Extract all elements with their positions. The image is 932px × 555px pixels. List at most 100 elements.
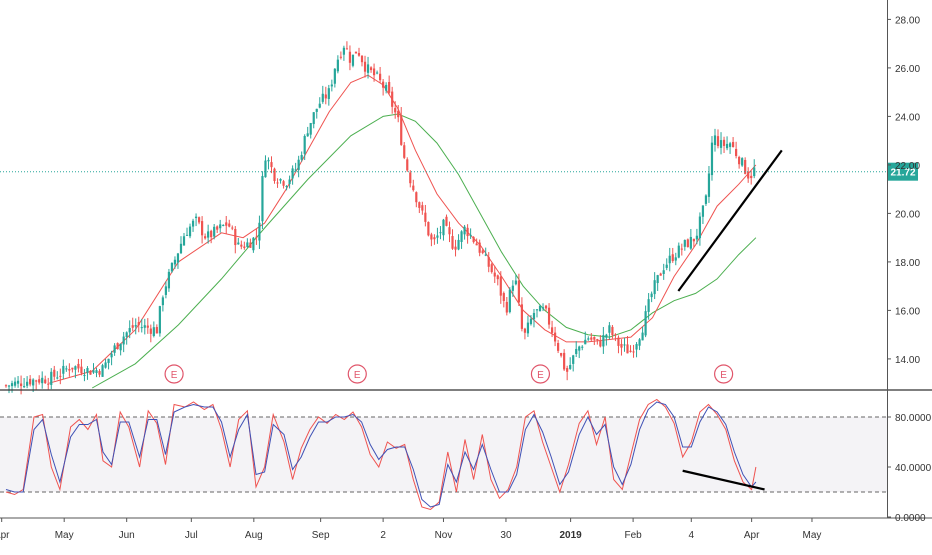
candle-up (538, 305, 542, 312)
candle-up (526, 322, 530, 334)
candle-up (511, 285, 514, 291)
candle-down (617, 337, 620, 346)
candle-up (728, 143, 732, 147)
candle-up (294, 169, 297, 171)
earnings-marker[interactable]: E (164, 364, 184, 384)
candle-up (188, 226, 192, 237)
candle-down (397, 110, 400, 118)
candle-down (68, 369, 71, 371)
candle-down (445, 216, 448, 226)
candle-down (406, 159, 409, 171)
candle-up (315, 108, 318, 112)
candle-down (324, 94, 327, 99)
candle-up (65, 368, 68, 370)
support-trendline (677, 149, 783, 292)
price-tick-label: 22.00 (895, 161, 920, 172)
candle-down (137, 322, 140, 326)
candle-up (327, 88, 330, 99)
candle-up (529, 318, 533, 325)
candle-up (191, 220, 195, 227)
candle-down (735, 148, 738, 157)
candle-down (502, 293, 505, 301)
candle-down (29, 378, 32, 385)
candle-up (152, 327, 155, 336)
candle-down (499, 276, 502, 296)
candle-down (520, 304, 524, 329)
candle-up (107, 358, 110, 363)
candle-up (385, 84, 388, 91)
overbought-oversold-band (0, 417, 887, 492)
candle-up (237, 242, 240, 245)
price-tick-label: 28.00 (895, 15, 920, 26)
candle-down (553, 332, 557, 342)
earnings-marker[interactable]: E (530, 364, 551, 384)
price-tick-label: 20.00 (895, 209, 920, 220)
candle-up (164, 286, 168, 295)
candle-down (478, 242, 481, 253)
candle-up (110, 353, 113, 358)
earnings-marker[interactable]: E (347, 364, 367, 384)
time-tick-label: 2019 (559, 530, 582, 541)
candle-down (155, 327, 158, 334)
candle-down (475, 243, 478, 246)
candle-up (32, 379, 35, 386)
candle-up (584, 339, 587, 345)
candle-down (240, 244, 243, 247)
candle-up (442, 219, 445, 236)
candle-up (514, 280, 517, 285)
candle-down (59, 375, 62, 377)
candle-down (149, 328, 152, 334)
oscillator-divergence-line (682, 469, 765, 491)
time-tick-label: Nov (435, 530, 453, 541)
candle-up (297, 159, 300, 170)
candle-down (415, 192, 418, 203)
time-tick-label: 2 (380, 530, 386, 541)
candle-up (605, 334, 608, 338)
candle-down (466, 227, 469, 237)
candle-down (270, 162, 273, 168)
candle-up (306, 133, 309, 137)
candle-up (725, 143, 729, 149)
candle-up (683, 239, 686, 247)
candle-down (146, 325, 149, 328)
candle-up (333, 68, 336, 84)
candle-down (382, 81, 385, 88)
candle-up (213, 226, 216, 237)
candle-up (575, 348, 578, 355)
candle-down (671, 254, 674, 262)
candle-down (47, 383, 50, 385)
oscillator-axis[interactable]: 80.0000 40.0000 0.0000 (887, 413, 932, 524)
candle-down (590, 337, 593, 340)
candle-up (309, 122, 312, 135)
fast-ma-line (48, 74, 757, 384)
candle-down (339, 56, 342, 58)
price-axis[interactable]: 28.00 26.00 24.00 22.00 20.00 18.00 16.00 14.00 (887, 15, 920, 366)
candle-up (10, 383, 14, 387)
slow-ma-line (91, 113, 757, 389)
candle-down (611, 326, 614, 336)
earnings-marker-label: E (354, 370, 361, 381)
candle-up (185, 234, 189, 236)
candle-down (19, 383, 23, 387)
candle-up (351, 54, 355, 66)
candle-down (357, 53, 361, 56)
candle-up (578, 346, 581, 351)
earnings-marker[interactable]: E (714, 364, 734, 384)
candle-down (354, 51, 358, 54)
candle-up (167, 271, 171, 289)
candle-up (569, 364, 572, 369)
candle-up (101, 365, 104, 377)
oscillator-lines (5, 398, 757, 511)
fast-moving-average (48, 74, 757, 384)
candle-up (74, 366, 77, 370)
candle-down (680, 248, 683, 250)
time-axis[interactable]: Apr May Jun Jul Aug Sep 2 Nov 30 2019 Feb 4 Apr May (0, 518, 821, 541)
candle-down (234, 228, 237, 246)
candle-down (197, 217, 201, 223)
candle-up (707, 173, 711, 197)
candle-up (122, 336, 125, 345)
candle-down (750, 175, 753, 179)
candle-up (689, 236, 692, 249)
candle-down (599, 340, 602, 347)
